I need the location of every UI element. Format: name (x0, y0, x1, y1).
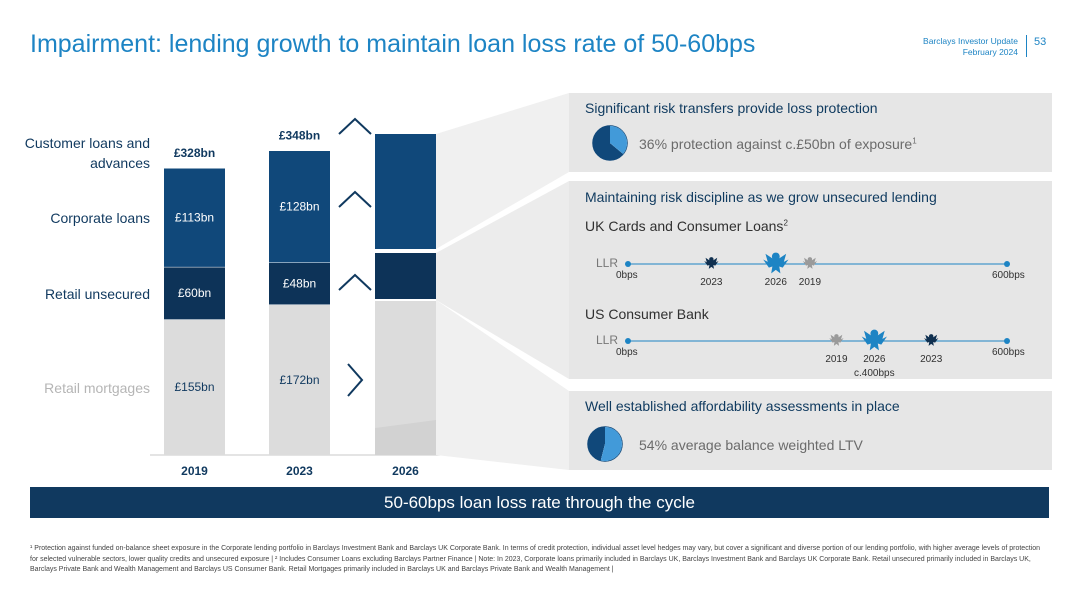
uk-llr-label: LLR (596, 256, 619, 270)
report-info: Barclays Investor Update February 2024 (923, 36, 1018, 58)
panel-risk-transfer: Significant risk transfers provide loss … (569, 93, 1052, 172)
increase-arrow-icon (338, 190, 372, 208)
uk-cards-subtitle: UK Cards and Consumer Loans2 (585, 218, 788, 234)
bar-value-label: £128bn (279, 200, 319, 214)
label-customer-loans: Customer loans and advances (24, 135, 150, 171)
bar-value-label: £113bn (175, 210, 214, 224)
bar-total-label: £348bn (279, 129, 320, 143)
label-corporate-loans: Corporate loans (50, 210, 150, 226)
connector-corporate (436, 93, 569, 249)
bar-segment (164, 168, 225, 267)
loan-loss-banner: 50-60bps loan loss rate through the cycl… (30, 487, 1049, 518)
bar-2026-unsecured (375, 253, 436, 300)
panel-affordability-title: Well established affordability assessmen… (585, 398, 900, 414)
page-title: Impairment: lending growth to maintain l… (30, 30, 756, 58)
us-2026-note: c.400bps (854, 368, 895, 379)
bar-value-label: £60bn (178, 286, 211, 300)
us-end-label: 600bps (992, 347, 1025, 358)
bar-segment (164, 266, 225, 320)
bar-segment (164, 319, 225, 455)
label-retail-mortgages: Retail mortgages (44, 380, 150, 396)
us-start-label: 0bps (616, 347, 638, 358)
panel-risk-discipline-title: Maintaining risk discipline as we grow u… (585, 189, 937, 205)
connector-unsecured (436, 181, 569, 379)
panel-risk-discipline: Maintaining risk discipline as we grow u… (569, 181, 1052, 379)
bar-2026-mortgages-base (375, 420, 436, 455)
bar-value-label: £172bn (279, 373, 319, 387)
bar-total-label: £328bn (174, 146, 215, 160)
panel-risk-transfer-title: Significant risk transfers provide loss … (585, 100, 878, 116)
page-number: 53 (1034, 36, 1047, 48)
report-date: February 2024 (962, 47, 1018, 57)
risk-transfer-text: 36% protection against c.£50bn of exposu… (639, 136, 917, 152)
label-retail-unsecured: Retail unsecured (44, 286, 150, 302)
bar-segment (269, 150, 330, 263)
report-name: Barclays Investor Update (923, 36, 1018, 46)
bar-value-label: £155bn (174, 380, 214, 394)
uk-end-label: 600bps (992, 270, 1025, 281)
bar-segment (269, 304, 330, 455)
connector-mortgages (436, 300, 569, 470)
increase-arrow-icon (338, 117, 372, 135)
x-tick-label: 2023 (286, 464, 313, 478)
footnote: ¹ Protection against funded on-balance s… (30, 545, 1040, 573)
uk-start-label: 0bps (616, 270, 638, 281)
us-consumer-subtitle: US Consumer Bank (585, 306, 709, 322)
bar-2026-corporate (375, 134, 436, 249)
bar-segment (269, 262, 330, 305)
header-divider (1026, 35, 1027, 57)
x-tick-label: 2019 (181, 464, 208, 478)
increase-arrow-icon (338, 273, 372, 291)
affordability-text: 54% average balance weighted LTV (639, 437, 863, 453)
panel-affordability: Well established affordability assessmen… (569, 391, 1052, 470)
us-llr-label: LLR (596, 333, 619, 347)
bar-value-label: £48bn (283, 277, 316, 291)
flat-arrow-icon (347, 363, 364, 397)
x-tick-label: 2026 (392, 464, 419, 478)
